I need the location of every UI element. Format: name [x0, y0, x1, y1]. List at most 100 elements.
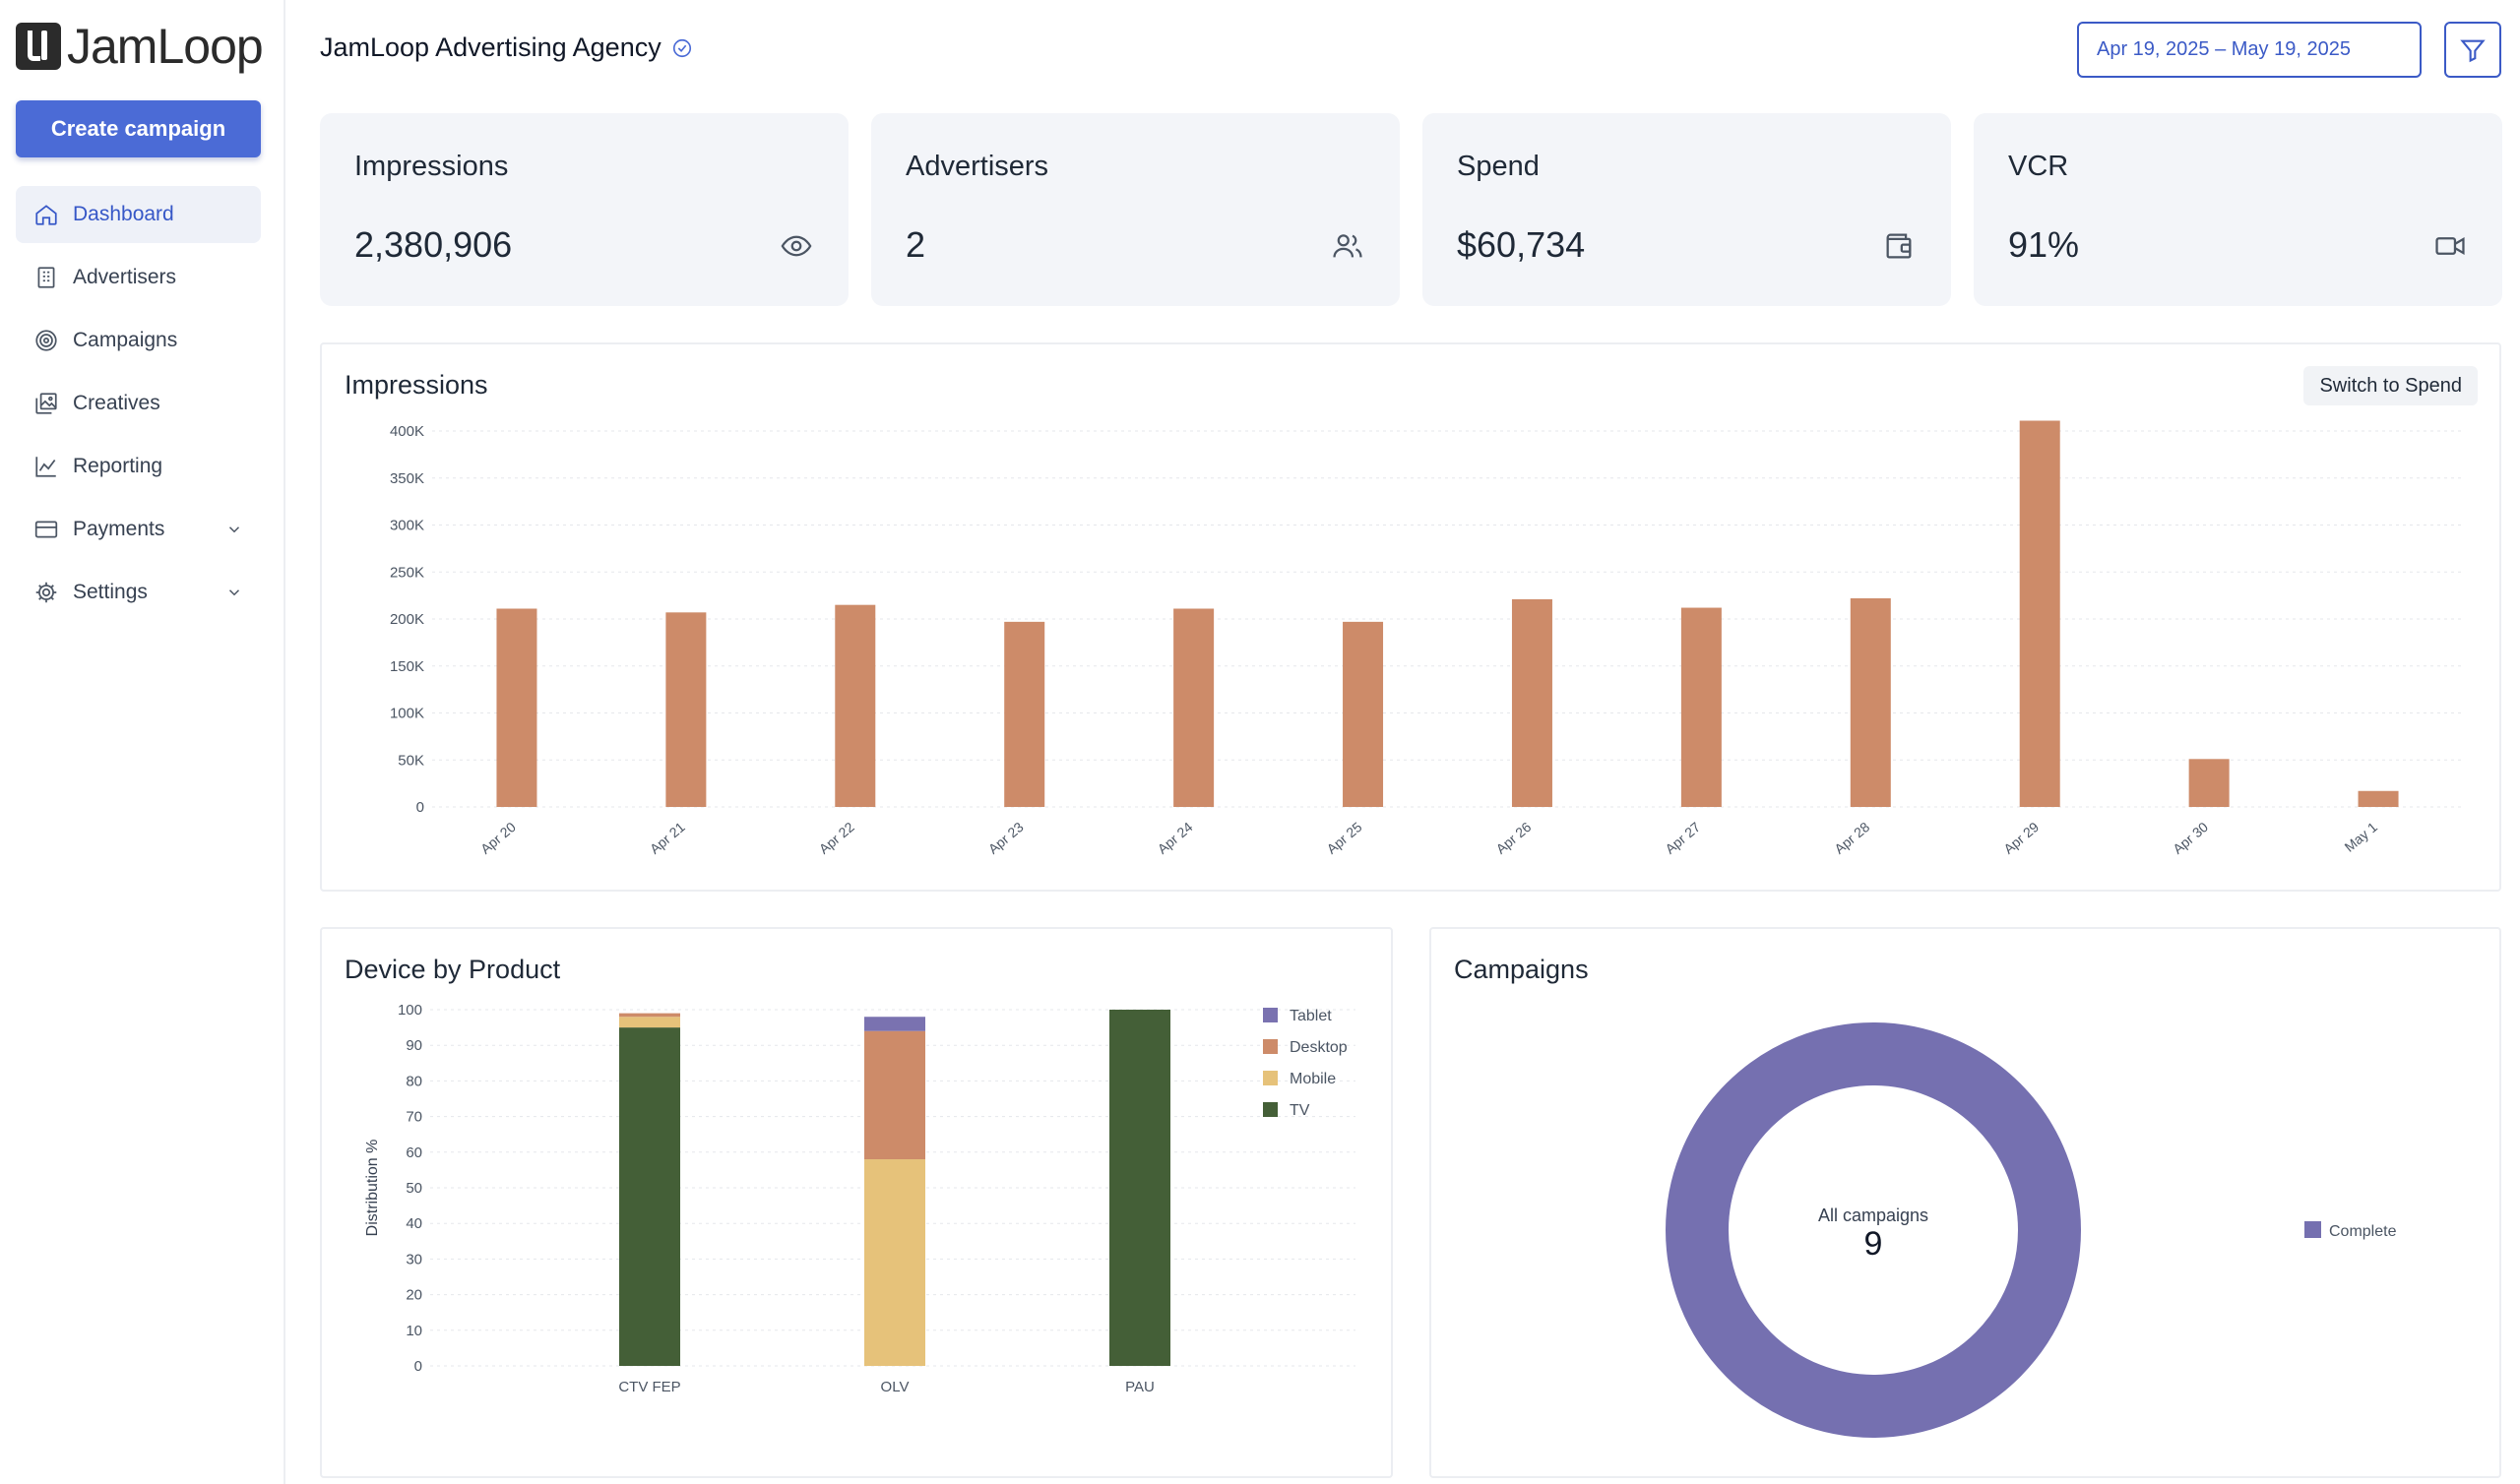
device-chart-title: Device by Product: [345, 955, 561, 984]
agency-name: JamLoop Advertising Agency: [320, 32, 662, 62]
stat-title: Advertisers: [906, 151, 1049, 182]
agency-title: JamLoop Advertising Agency: [320, 32, 693, 63]
eye-icon: [781, 235, 812, 257]
home-icon: [35, 205, 57, 225]
users-icon: [1333, 234, 1362, 258]
stat-card-spend: Spend $60,734: [1422, 113, 1951, 306]
stat-card-vcr: VCR 91%: [1974, 113, 2502, 306]
campaigns-donut-chart: All campaigns 9 Complete: [1666, 1022, 2397, 1438]
y-tick-label: 0: [414, 1358, 422, 1375]
stat-value: $60,734: [1457, 224, 1586, 265]
legend-label-desktop: Desktop: [1290, 1039, 1348, 1056]
switch-to-spend-button[interactable]: Switch to Spend: [2303, 366, 2478, 405]
wallet-icon: [1886, 233, 1912, 259]
y-axis-label: Distribution %: [364, 1140, 381, 1237]
x-tick-label: Apr 22: [816, 819, 857, 857]
stat-card-advertisers: Advertisers 2: [871, 113, 1400, 306]
y-tick-label: 400K: [390, 423, 424, 440]
sidebar-item-label: Payments: [73, 518, 165, 540]
device-by-product-panel: Device by Product 0 10 20 30 40 50 60 70 80 90 100…: [320, 927, 1393, 1478]
x-tick-label: OLV: [881, 1379, 910, 1395]
filter-icon: [2460, 39, 2486, 62]
x-tick-label: Apr 30: [2170, 819, 2211, 857]
stacked-bar-segment-desktop: [864, 1030, 925, 1160]
legend-swatch-desktop: [1263, 1039, 1278, 1054]
y-tick-label: 250K: [390, 564, 424, 581]
stat-title: Spend: [1457, 151, 1540, 182]
legend-label-tv: TV: [1290, 1102, 1310, 1119]
video-icon: [2435, 236, 2465, 256]
create-campaign-button[interactable]: Create campaign: [16, 100, 261, 157]
x-tick-label: Apr 27: [1662, 819, 1703, 857]
legend-swatch-tablet: [1263, 1008, 1278, 1022]
stat-title: VCR: [2008, 151, 2069, 182]
impressions-bar: [1511, 598, 1552, 807]
x-tick-label: Apr 29: [2000, 819, 2042, 857]
legend-label-mobile: Mobile: [1290, 1071, 1336, 1087]
stat-value: 2,380,906: [354, 224, 513, 265]
jamloop-logo[interactable]: JamLoop: [16, 18, 264, 75]
legend-swatch-mobile: [1263, 1071, 1278, 1085]
y-tick-label: 350K: [390, 470, 424, 487]
sidebar-item-label: Dashboard: [73, 203, 174, 225]
x-tick-label: Apr 21: [647, 819, 688, 857]
legend-swatch-complete: [2304, 1221, 2321, 1238]
sidebar-item-label: Campaigns: [73, 329, 178, 351]
impressions-bar: [835, 604, 876, 807]
sidebar-item-label: Settings: [73, 581, 148, 603]
images-icon: [35, 393, 57, 414]
y-tick-label: 0: [416, 799, 424, 816]
x-tick-label: Apr 26: [1493, 819, 1535, 857]
y-tick-label: 100K: [390, 706, 424, 722]
y-tick-label: 90: [406, 1037, 422, 1054]
x-tick-label: CTV FEP: [618, 1379, 680, 1395]
y-tick-label: 100: [398, 1002, 422, 1019]
x-tick-label: Apr 24: [1155, 819, 1196, 857]
impressions-bar: [1850, 597, 1891, 807]
sidebar-nav: Dashboard Advertisers Campaigns Creative…: [16, 186, 261, 627]
y-tick-label: 50K: [398, 752, 424, 769]
sidebar-item-campaigns[interactable]: Campaigns: [16, 312, 261, 369]
y-tick-label: 40: [406, 1215, 422, 1232]
stat-title: Impressions: [354, 151, 509, 182]
target-icon: [35, 330, 57, 351]
legend-label-tablet: Tablet: [1290, 1008, 1332, 1024]
stat-card-impressions: Impressions 2,380,906: [320, 113, 849, 306]
y-tick-label: 30: [406, 1251, 422, 1268]
x-tick-label: Apr 25: [1324, 819, 1365, 857]
sidebar-item-advertisers[interactable]: Advertisers: [16, 249, 261, 306]
credit-card-icon: [34, 521, 58, 538]
stat-value: 91%: [2008, 224, 2080, 265]
sidebar-item-label: Advertisers: [73, 266, 177, 288]
stacked-bar-segment-tv: [619, 1027, 680, 1366]
filter-button[interactable]: [2444, 22, 2501, 78]
sidebar-item-payments[interactable]: Payments: [16, 501, 261, 558]
chevron-down-icon[interactable]: [225, 521, 243, 538]
impressions-bar: [1173, 608, 1215, 807]
sidebar-item-dashboard[interactable]: Dashboard: [16, 186, 261, 243]
sidebar-item-settings[interactable]: Settings: [16, 564, 261, 621]
x-tick-label: Apr 28: [1831, 819, 1872, 857]
y-tick-label: 50: [406, 1180, 422, 1197]
impressions-bar: [2188, 759, 2230, 807]
x-tick-label: Apr 20: [477, 819, 519, 857]
legend-swatch-tv: [1263, 1102, 1278, 1117]
y-tick-label: 300K: [390, 518, 424, 534]
stacked-bar-segment-desktop: [619, 1013, 680, 1018]
impressions-bar: [2358, 790, 2399, 807]
impressions-bar: [665, 612, 707, 807]
building-icon: [37, 267, 55, 288]
sidebar-item-reporting[interactable]: Reporting: [16, 438, 261, 495]
verified-check-icon: [672, 38, 691, 57]
donut-slice-complete: [1666, 1022, 2081, 1438]
sidebar: JamLoop Create campaign Dashboard Advert…: [0, 0, 285, 1484]
sidebar-item-creatives[interactable]: Creatives: [16, 375, 261, 432]
y-tick-label: 150K: [390, 658, 424, 675]
chevron-down-icon[interactable]: [225, 584, 243, 601]
impressions-bar-chart: 0 50K 100K 150K 200K 250K 300K 350K 400K Apr 20 Ap…: [390, 420, 2463, 857]
impressions-chart-title: Impressions: [345, 370, 488, 400]
date-range-picker[interactable]: Apr 19, 2025 – May 19, 2025: [2077, 22, 2422, 78]
y-tick-label: 70: [406, 1109, 422, 1126]
y-tick-label: 10: [406, 1323, 422, 1339]
line-chart-icon: [35, 457, 56, 477]
